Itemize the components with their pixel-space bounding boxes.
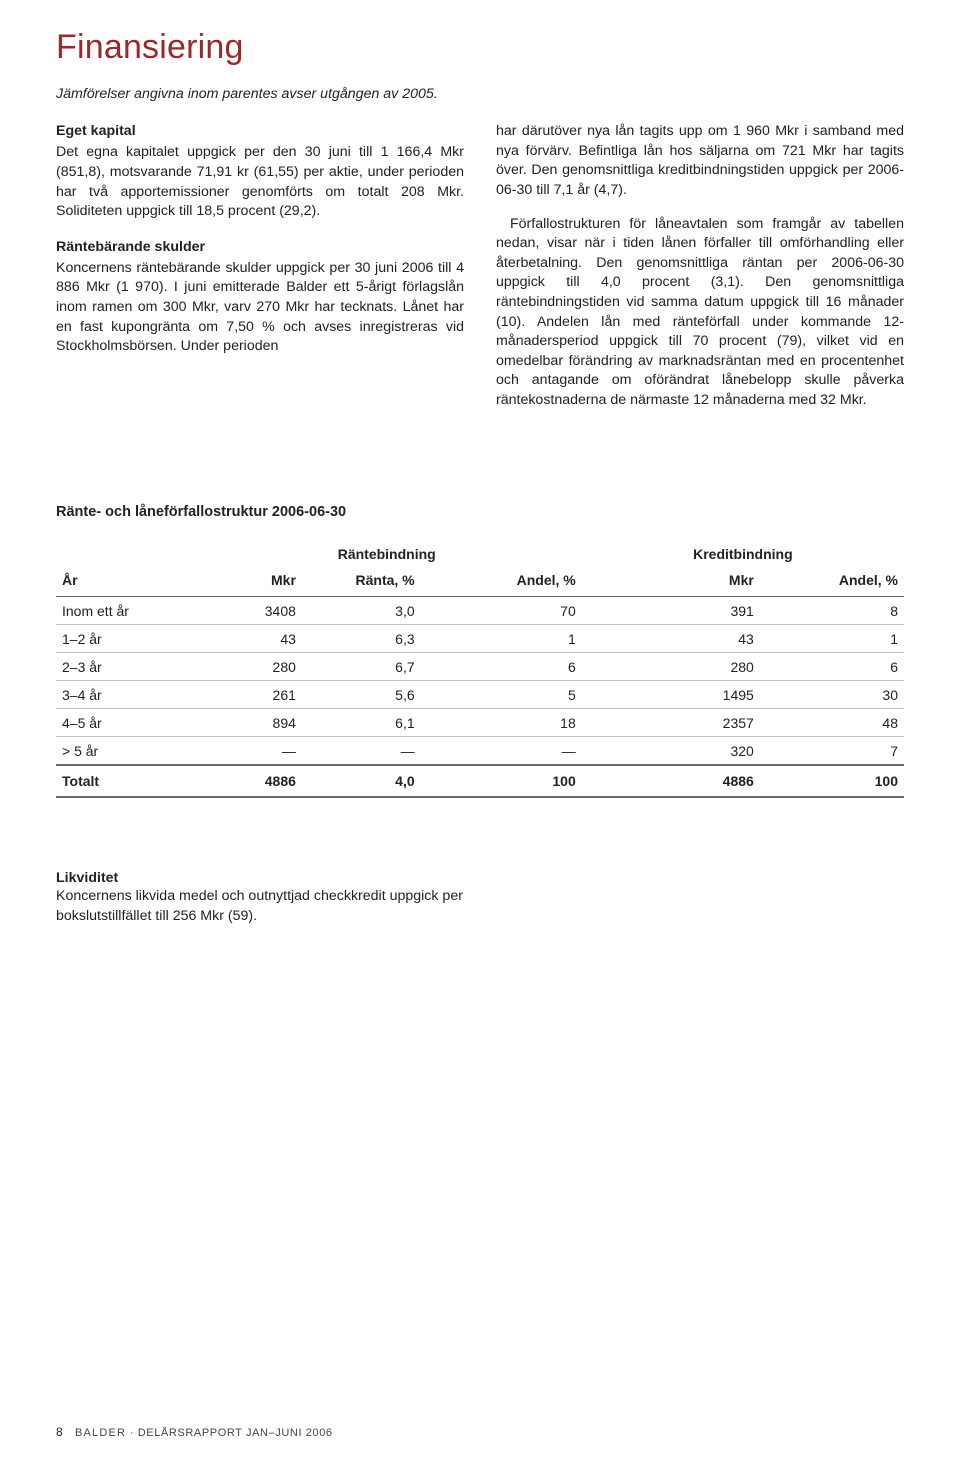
table-total-row: Totalt 4886 4,0 100 4886 100 [56,765,904,797]
section-heading-eget-kapital: Eget kapital [56,122,464,141]
cell-mkr2: 2357 [582,709,760,737]
col-header-andel-1: Andel, % [421,570,582,597]
section-body-eget-kapital: Det egna kapitalet uppgick per den 30 ju… [56,143,464,221]
section-heading-rantebarande: Räntebärande skulder [56,238,464,257]
col-header-ar: År [56,570,192,597]
cell-ranta: — [302,737,421,766]
right-column: har därutöver nya lån tagits upp om 1 96… [496,122,904,424]
cell-andel2: 30 [760,681,904,709]
cell-ar: 4–5 år [56,709,192,737]
cell-ranta: 5,6 [302,681,421,709]
page-number: 8 [56,1425,63,1439]
cell-mkr1: 43 [192,625,302,653]
cell-andel2: 7 [760,737,904,766]
table-row: > 5 år — — — 320 7 [56,737,904,766]
table-row: 1–2 år 43 6,3 1 43 1 [56,625,904,653]
cell-andel2: 1 [760,625,904,653]
total-mkr2: 4886 [582,765,760,797]
table-section: Ränte- och låneförfallostruktur 2006-06-… [56,504,904,798]
col-header-mkr-1: Mkr [192,570,302,597]
cell-ranta: 3,0 [302,597,421,625]
col-header-mkr-2: Mkr [582,570,760,597]
table-row: 2–3 år 280 6,7 6 280 6 [56,653,904,681]
cell-mkr1: 261 [192,681,302,709]
cell-andel1: 70 [421,597,582,625]
cell-mkr1: 280 [192,653,302,681]
table-title: Ränte- och låneförfallostruktur 2006-06-… [56,504,904,520]
cell-ar: 2–3 år [56,653,192,681]
cell-ar: 3–4 år [56,681,192,709]
col-header-ranta: Ränta, % [302,570,421,597]
column-group-rantebindning: Räntebindning [192,540,582,570]
cell-mkr2: 320 [582,737,760,766]
cell-ranta: 6,3 [302,625,421,653]
cell-mkr1: 3408 [192,597,302,625]
col-header-andel-2: Andel, % [760,570,904,597]
cell-andel1: — [421,737,582,766]
footer-doc-title: DELÅRSRAPPORT JAN–JUNI 2006 [138,1427,333,1439]
footer-separator: · [130,1427,134,1439]
total-label: Totalt [56,765,192,797]
table-row: Inom ett år 3408 3,0 70 391 8 [56,597,904,625]
footer-brand: BALDER [75,1427,126,1439]
right-paragraph-2: Förfallostrukturen för låneavtalen som f… [496,215,904,411]
cell-ar: > 5 år [56,737,192,766]
likviditet-section: Likviditet Koncernens likvida medel och … [56,870,904,926]
cell-mkr2: 280 [582,653,760,681]
forfallostruktur-table: Räntebindning Kreditbindning År Mkr Ränt… [56,540,904,798]
cell-andel2: 8 [760,597,904,625]
cell-ranta: 6,7 [302,653,421,681]
cell-ar: 1–2 år [56,625,192,653]
intro-note: Jämförelser angivna inom parentes avser … [56,85,904,104]
cell-andel1: 1 [421,625,582,653]
two-column-body: Eget kapital Det egna kapitalet uppgick … [56,122,904,424]
likviditet-body: Koncernens likvida medel och outnyttjad … [56,887,486,926]
total-andel1: 100 [421,765,582,797]
total-ranta: 4,0 [302,765,421,797]
right-paragraph-1: har därutöver nya lån tagits upp om 1 96… [496,122,904,200]
cell-ar: Inom ett år [56,597,192,625]
total-mkr1: 4886 [192,765,302,797]
page-title: Finansiering [56,28,904,67]
page-footer: 8 BALDER · DELÅRSRAPPORT JAN–JUNI 2006 [56,1425,333,1439]
cell-andel2: 6 [760,653,904,681]
table-row: 4–5 år 894 6,1 18 2357 48 [56,709,904,737]
cell-mkr1: 894 [192,709,302,737]
table-row: 3–4 år 261 5,6 5 1495 30 [56,681,904,709]
cell-andel1: 18 [421,709,582,737]
cell-andel2: 48 [760,709,904,737]
cell-mkr2: 43 [582,625,760,653]
cell-andel1: 6 [421,653,582,681]
column-group-kreditbindning: Kreditbindning [582,540,904,570]
right-paragraph-2-text: Förfallostrukturen för låneavtalen som f… [496,216,904,408]
likviditet-heading: Likviditet [56,870,904,886]
left-column: Eget kapital Det egna kapitalet uppgick … [56,122,464,424]
cell-mkr2: 1495 [582,681,760,709]
cell-ranta: 6,1 [302,709,421,737]
cell-andel1: 5 [421,681,582,709]
total-andel2: 100 [760,765,904,797]
section-body-rantebarande: Koncernens räntebärande skulder uppgick … [56,259,464,357]
cell-mkr2: 391 [582,597,760,625]
cell-mkr1: — [192,737,302,766]
